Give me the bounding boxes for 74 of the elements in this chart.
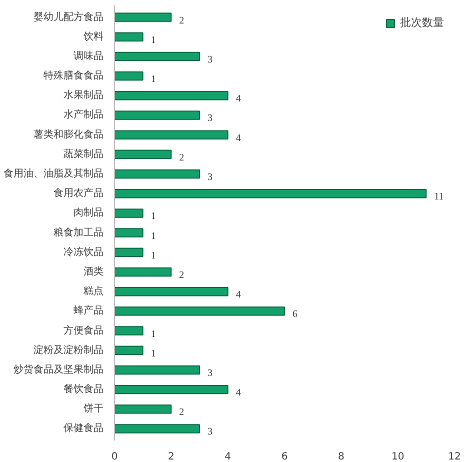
data-label: 2	[179, 152, 184, 164]
y-tick-label: 保健食品	[64, 422, 104, 434]
y-tick-label: 调味品	[74, 50, 104, 62]
data-label: 6	[292, 309, 298, 320]
data-label: 1	[150, 348, 156, 360]
y-tick-label: 婴幼儿配方食品	[34, 10, 104, 23]
x-tick-label: 10	[391, 452, 404, 462]
data-label: 3	[208, 113, 212, 124]
data-label: 2	[179, 15, 184, 26]
bar	[114, 91, 228, 100]
bar	[114, 365, 200, 375]
y-tick-label: 酒类	[84, 265, 104, 278]
bar	[114, 150, 172, 160]
data-label: 1	[150, 211, 156, 222]
data-label: 11	[434, 192, 444, 203]
bar	[114, 169, 200, 179]
bar	[114, 130, 228, 140]
bar	[114, 32, 144, 42]
x-tick-label: 2	[168, 452, 174, 462]
y-tick-label: 水果制品	[64, 89, 104, 102]
bar	[114, 228, 144, 238]
y-tick-label: 薯类和膨化食品	[34, 128, 104, 140]
y-tick-label: 肉制品	[74, 206, 104, 219]
bar	[114, 12, 172, 22]
x-tick-label: 12	[448, 452, 461, 462]
data-label: 3	[208, 426, 212, 438]
x-tick-label: 8	[338, 452, 344, 462]
bar	[114, 346, 144, 355]
y-tick-label: 特殊膳食食品	[44, 70, 104, 82]
y-tick-label: 水产制品	[64, 108, 104, 121]
data-label: 3	[208, 172, 212, 184]
y-tick-label: 饼干	[82, 402, 104, 415]
data-label: 4	[236, 388, 241, 399]
data-label: 1	[150, 74, 156, 86]
legend-label: 批次数量	[400, 15, 444, 30]
data-label: 4	[236, 290, 241, 301]
bar	[114, 267, 172, 277]
data-label: 4	[236, 94, 241, 105]
data-label: 1	[150, 328, 156, 340]
y-tick-label: 食用油、油脂及其制品	[4, 168, 104, 180]
bar	[114, 384, 228, 394]
data-label: 3	[208, 54, 212, 66]
x-tick-label: 0	[111, 452, 118, 462]
data-label: 1	[150, 230, 156, 242]
bar	[114, 208, 144, 218]
y-tick-label: 餐饮食品	[64, 383, 104, 396]
y-tick-label: 粮食加工品	[54, 226, 104, 238]
data-label: 2	[179, 270, 184, 281]
x-tick-label: 4	[224, 452, 232, 462]
data-label: 2	[179, 407, 184, 418]
bar	[114, 286, 228, 296]
bar	[114, 110, 200, 120]
bar	[114, 424, 200, 434]
data-label: 4	[236, 132, 241, 144]
y-tick-label: 冷冻饮品	[64, 246, 104, 258]
y-tick-label: 糕点	[84, 285, 104, 298]
data-label: 3	[208, 368, 212, 379]
y-tick-label: 饮料	[82, 30, 104, 42]
y-tick-label: 方便食品	[64, 324, 104, 336]
y-tick-label: 蜂产品	[74, 304, 104, 317]
data-label: 1	[150, 250, 156, 262]
data-label: 1	[150, 34, 156, 46]
y-tick-label: 蔬菜制品	[64, 148, 104, 160]
bar	[114, 71, 144, 81]
y-tick-label: 淀粉及淀粉制品	[34, 344, 104, 356]
bar	[114, 248, 144, 258]
bar	[114, 188, 427, 198]
bar	[114, 326, 144, 336]
bar	[114, 306, 285, 316]
x-tick-label: 6	[281, 452, 288, 462]
bar	[114, 404, 172, 414]
bar	[114, 52, 200, 62]
y-tick-label: 炒货食品及坚果制品	[14, 363, 104, 376]
y-tick-label: 食用农产品	[54, 187, 104, 200]
